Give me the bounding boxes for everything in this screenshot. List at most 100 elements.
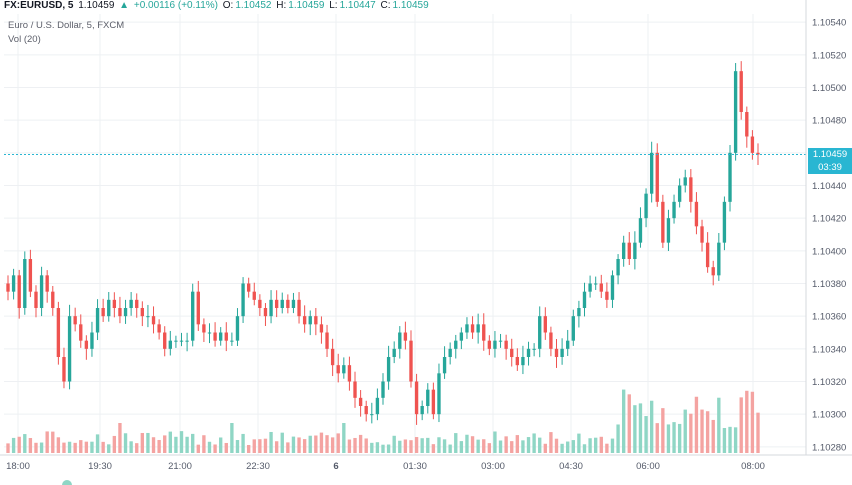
- volume-bar: [510, 441, 514, 453]
- candle-body: [224, 332, 228, 341]
- price-tick-label: 1.10280: [812, 442, 846, 453]
- candle-body: [448, 348, 452, 357]
- candle-body: [739, 71, 743, 112]
- candle-body: [392, 348, 396, 357]
- volume-bar: [308, 435, 312, 453]
- series-title[interactable]: Euro / U.S. Dollar, 5, FXCM: [8, 20, 125, 31]
- volume-bar: [661, 408, 665, 453]
- scroll-handle[interactable]: [62, 480, 72, 485]
- volume-bar: [219, 437, 223, 453]
- volume-bar: [157, 439, 161, 453]
- price-tick-label: 1.10340: [812, 344, 846, 355]
- candle-body: [381, 381, 385, 398]
- candle-body: [577, 308, 581, 317]
- volume-bar: [325, 435, 329, 453]
- price-axis[interactable]: 1.105401.105201.105001.104801.104601.104…: [812, 18, 846, 454]
- candle-body: [308, 316, 312, 325]
- volume-bar: [17, 436, 21, 453]
- candle-body: [353, 381, 357, 398]
- candle-body: [521, 357, 525, 366]
- candle-body: [286, 299, 290, 308]
- volume-bar: [95, 434, 100, 453]
- volume-bar: [448, 444, 452, 453]
- candle-body: [621, 242, 626, 259]
- candle-body: [414, 381, 419, 415]
- volume-bar: [728, 426, 732, 453]
- price-tick-label: 1.10360: [812, 312, 846, 323]
- open-value: 1.10452: [235, 0, 272, 11]
- time-tick-label: 04:30: [559, 461, 583, 472]
- time-tick-label: 06:00: [636, 461, 660, 472]
- time-axis[interactable]: 18:00 19:30 21:00 22:30 6 01:30 03:00 04:30 06:0…: [6, 461, 765, 472]
- volume-bar: [62, 442, 66, 453]
- volume-bar: [11, 437, 16, 453]
- volume-bar: [571, 440, 575, 453]
- volume-bar: [437, 437, 441, 453]
- candle-body: [101, 308, 105, 317]
- candle-body: [515, 357, 520, 366]
- volume-bar: [392, 435, 396, 453]
- candle-body: [666, 218, 671, 243]
- time-tick-label: 22:30: [246, 461, 270, 472]
- candle-body: [370, 414, 374, 416]
- candle-body: [683, 177, 687, 186]
- candle-body: [84, 340, 89, 349]
- candle-body: [504, 340, 508, 349]
- candle-body: [6, 283, 10, 292]
- candle-body: [213, 332, 217, 341]
- candle-body: [336, 365, 340, 374]
- candle-body: [733, 71, 738, 153]
- candle-body: [269, 299, 273, 317]
- candle-body: [694, 201, 699, 227]
- time-tick-label: 08:00: [741, 461, 765, 472]
- candle-body: [319, 324, 324, 333]
- volume-bar: [705, 411, 710, 453]
- candle-body: [280, 299, 284, 308]
- volume-bar: [560, 443, 564, 453]
- candle-body: [151, 316, 156, 325]
- volume-bar: [123, 433, 128, 453]
- volume-bar: [202, 435, 206, 453]
- volume-bar: [84, 441, 89, 453]
- close-value: 1.10459: [392, 0, 429, 11]
- symbol-name[interactable]: FX:EURUSD, 5: [4, 0, 74, 11]
- candle-body: [291, 299, 296, 308]
- candle-body: [386, 357, 391, 382]
- time-tick-label: 01:30: [403, 461, 427, 472]
- candle-body: [470, 324, 475, 333]
- price-tick-label: 1.10320: [812, 377, 846, 388]
- volume-bar: [733, 427, 738, 453]
- volume-bar: [112, 435, 117, 453]
- candlestick-series: [6, 61, 760, 425]
- volume-bar: [722, 427, 727, 453]
- candle-body: [487, 340, 492, 349]
- volume-bar: [605, 443, 609, 453]
- volume-bar: [414, 437, 419, 453]
- low-label: L:: [329, 0, 338, 11]
- candle-body: [39, 275, 44, 308]
- volume-bar: [45, 431, 49, 453]
- volume-bar: [633, 405, 637, 453]
- candle-body: [638, 218, 643, 243]
- candle-body: [342, 365, 346, 374]
- volume-bar: [398, 440, 402, 453]
- candle-body: [185, 340, 189, 342]
- candle-body: [330, 348, 335, 366]
- candle-body: [403, 332, 408, 341]
- volume-bar: [403, 439, 408, 453]
- candle-body: [599, 283, 603, 292]
- candle-body: [655, 152, 659, 202]
- candle-body: [297, 299, 301, 317]
- volume-bar: [409, 440, 413, 453]
- volume-bar: [610, 438, 615, 453]
- volume-title[interactable]: Vol (20): [8, 34, 41, 45]
- candle-body: [588, 283, 592, 292]
- candle-body: [543, 316, 547, 333]
- volume-bar: [34, 442, 38, 453]
- volume-bar: [269, 431, 273, 453]
- volume-bar: [258, 439, 262, 453]
- candle-body: [179, 340, 184, 342]
- volume-bar: [129, 441, 133, 453]
- candle-body: [157, 324, 161, 333]
